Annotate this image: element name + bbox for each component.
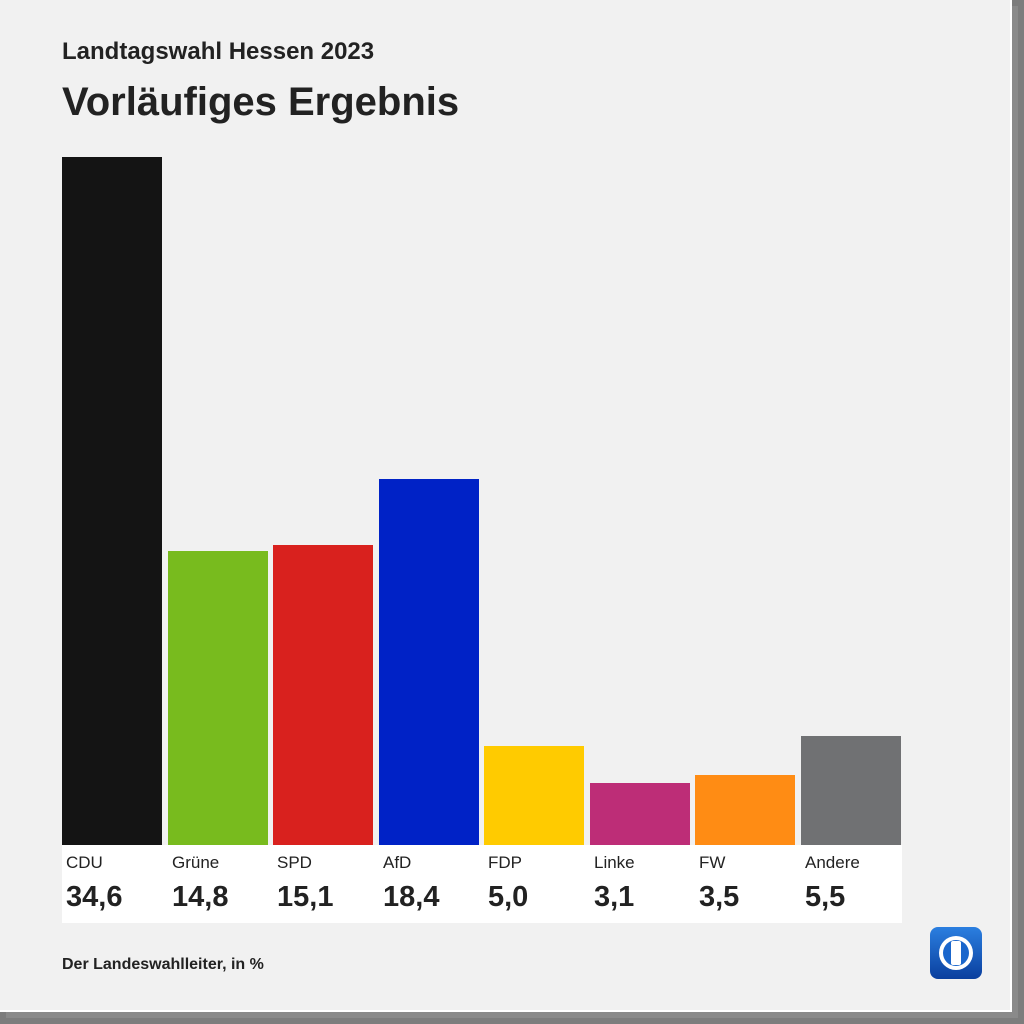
value-label-gr-ne: 14,8 <box>172 881 229 913</box>
bar-linke <box>590 783 690 845</box>
bar-fw <box>695 775 795 845</box>
value-label-spd: 15,1 <box>277 881 334 913</box>
bar-cdu <box>62 157 162 845</box>
category-label-gr-ne: Grüne <box>172 853 220 872</box>
chart-subtitle: Landtagswahl Hessen 2023 <box>62 38 375 65</box>
bar-andere <box>801 736 901 845</box>
bar-plot-area <box>62 150 902 845</box>
bar-afd <box>379 479 479 845</box>
tagesschau-logo-icon <box>929 926 983 980</box>
bar-spd <box>273 545 373 845</box>
category-label-cdu: CDU <box>66 853 103 872</box>
value-label-fdp: 5,0 <box>488 881 529 913</box>
value-label-linke: 3,1 <box>594 881 635 913</box>
category-label-afd: AfD <box>383 853 412 872</box>
category-label-linke: Linke <box>594 853 635 872</box>
value-label-afd: 18,4 <box>383 881 440 913</box>
category-label-row: CDU 34,6 Grüne 14,8 SPD 15,1 AfD 18,4 FDP 5,0 Link… <box>62 845 902 923</box>
chart-title: Vorläufiges Ergebnis <box>62 80 460 124</box>
category-label-fdp: FDP <box>488 853 522 872</box>
value-label-andere: 5,5 <box>805 881 846 913</box>
category-label-spd: SPD <box>277 853 312 872</box>
category-label-andere: Andere <box>805 853 860 872</box>
value-label-fw: 3,5 <box>699 881 740 913</box>
bar-fdp <box>484 746 584 845</box>
chart-card: Landtagswahl Hessen 2023 Vorläufiges Erg… <box>0 0 1012 1012</box>
bar-gr-ne <box>168 551 268 845</box>
source-note: Der Landeswahlleiter, in % <box>62 956 264 973</box>
category-label-fw: FW <box>699 853 726 872</box>
value-label-cdu: 34,6 <box>66 881 123 913</box>
